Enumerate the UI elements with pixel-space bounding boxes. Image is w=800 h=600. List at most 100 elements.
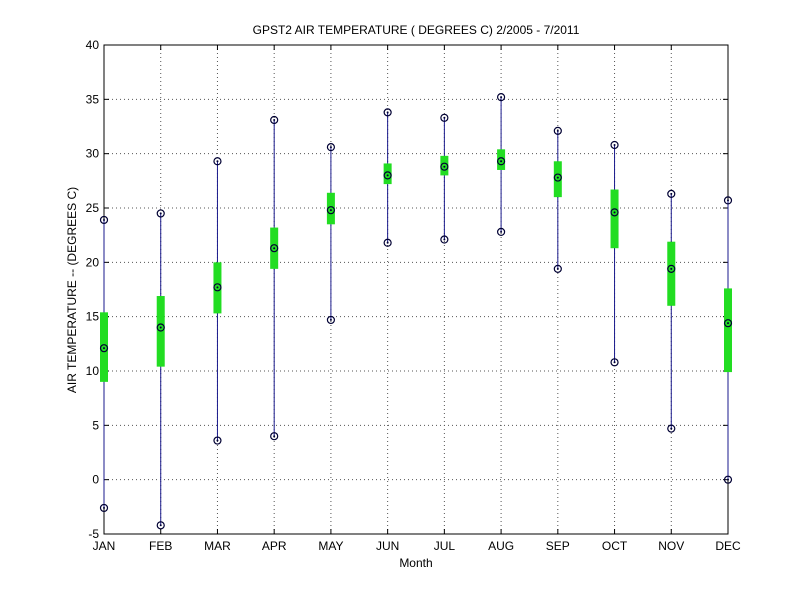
min-marker-dot-apr [273,435,276,438]
min-marker-dot-jul [443,238,446,241]
max-marker-dot-jun [386,111,389,114]
median-marker-may [326,206,336,215]
x-tick-label: AUG [488,539,514,553]
max-marker-nov [667,189,676,198]
x-tick-label: MAR [204,539,231,553]
max-marker-dot-nov [670,192,673,195]
min-marker-dot-dec [727,478,729,481]
min-marker-dot-mar [216,439,219,442]
max-marker-dot-jan [103,218,105,221]
max-marker-dot-oct [613,143,616,146]
iqr-box-nov [667,241,676,306]
min-marker-aug [496,227,506,237]
y-tick-label: 25 [86,201,100,215]
median-marker-mar [213,283,222,292]
min-marker-sep [553,264,562,273]
y-tick-label: 35 [86,92,100,106]
x-tick-label: JUN [376,539,399,553]
median-marker-jun [383,171,392,180]
median-marker-jan [99,344,109,353]
median-marker-dot-aug [500,160,503,163]
plot-frame [103,44,729,535]
min-marker-feb [156,521,165,530]
max-marker-dot-jul [443,116,446,119]
y-tick-label: 30 [86,147,100,161]
min-marker-apr [270,432,279,441]
x-tick-label: FEB [149,539,172,553]
median-marker-apr [270,244,279,253]
max-marker-dot-aug [500,96,503,99]
min-marker-dot-jan [103,506,105,509]
min-marker-jun [383,238,392,247]
median-marker-dot-apr [273,247,276,250]
max-marker-feb [156,209,165,218]
max-marker-oct [610,140,619,150]
max-marker-dot-may [329,146,332,149]
median-marker-sep [553,173,562,182]
x-axis-label: Month [399,556,433,570]
median-marker-dot-jul [443,165,446,168]
max-marker-may [326,143,336,152]
min-marker-mar [213,436,222,445]
min-marker-dot-feb [159,524,162,527]
min-marker-jan [99,503,109,513]
median-marker-dot-feb [159,326,162,329]
median-marker-dot-may [329,209,332,212]
y-tick-label: 20 [86,255,100,269]
median-marker-dot-nov [670,267,673,270]
iqr-box-jul [440,155,449,176]
iqr-box-jun [383,163,392,185]
median-marker-dot-jun [386,174,389,177]
min-marker-nov [667,424,676,433]
min-marker-dec [723,475,733,484]
max-marker-sep [553,126,562,135]
median-marker-dot-jan [103,347,105,350]
max-marker-jul [440,113,449,122]
x-tick-label: SEP [546,539,570,553]
y-tick-label: -5 [88,527,99,541]
x-tick-label: JAN [93,539,116,553]
min-marker-dot-oct [613,361,616,364]
max-marker-dec [723,196,733,205]
min-marker-dot-nov [670,427,673,430]
iqr-box-dec [724,288,732,373]
median-marker-dot-dec [727,322,729,325]
median-marker-dot-mar [216,286,219,289]
iqr-box-may [326,192,335,225]
max-marker-dot-apr [273,118,276,121]
min-marker-jul [440,235,449,244]
max-marker-apr [270,115,279,125]
max-marker-jun [383,108,392,117]
max-marker-jan [99,215,109,225]
chart-title: GPST2 AIR TEMPERATURE ( DEGREES C) 2/200… [252,23,580,37]
iqr-box-jan [100,312,108,382]
max-marker-mar [213,157,222,166]
y-tick-label: 0 [92,473,99,487]
x-tick-label: APR [262,539,287,553]
min-marker-may [326,315,336,325]
y-tick-label: 10 [86,364,100,378]
median-marker-oct [610,208,619,217]
median-marker-aug [496,157,506,166]
iqr-box-sep [553,161,562,198]
x-tick-label: MAY [318,539,343,553]
y-tick-label: 5 [92,418,99,432]
max-marker-dot-mar [216,160,219,163]
x-tick-label: DEC [715,539,741,553]
min-marker-dot-sep [556,267,559,270]
median-marker-dot-sep [556,176,559,179]
x-tick-label: OCT [602,539,628,553]
min-marker-dot-aug [500,230,503,233]
median-marker-jul [440,162,449,171]
median-marker-feb [156,323,165,332]
min-marker-oct [610,358,619,367]
max-marker-aug [496,93,506,102]
min-marker-dot-may [329,318,332,321]
median-marker-dot-oct [613,211,616,214]
median-marker-dec [723,319,733,328]
max-marker-dot-feb [159,212,162,215]
y-tick-label: 40 [86,38,100,52]
x-tick-label: JUL [434,539,456,553]
x-tick-label: NOV [658,539,684,553]
